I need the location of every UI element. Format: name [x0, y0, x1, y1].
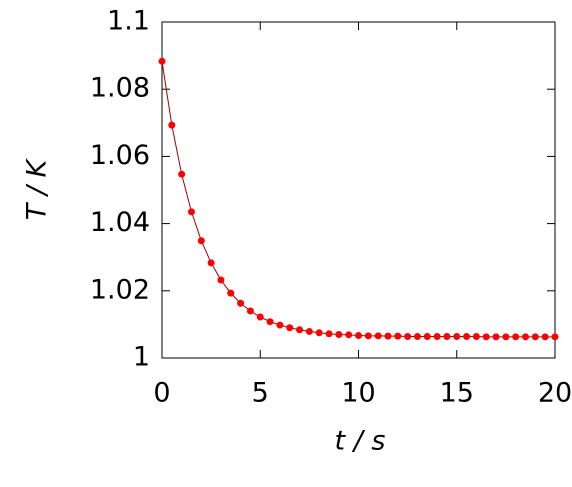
- data-point: [345, 331, 353, 339]
- data-point: [207, 259, 215, 267]
- data-point: [266, 318, 274, 326]
- data-point: [522, 333, 530, 341]
- x-axis-label: t / s: [335, 426, 386, 457]
- data-point: [256, 313, 264, 321]
- data-point: [463, 332, 471, 340]
- data-point: [237, 299, 245, 307]
- y-tick-label: 1.06: [90, 140, 150, 171]
- x-tick-label: 10: [341, 378, 375, 409]
- data-point: [364, 332, 372, 340]
- data-point: [472, 332, 480, 340]
- data-point: [335, 330, 343, 338]
- data-point: [315, 329, 323, 337]
- data-point: [423, 332, 431, 340]
- y-tick-label: 1.02: [90, 274, 150, 305]
- data-point: [502, 333, 510, 341]
- data-point: [227, 289, 235, 297]
- y-tick-label: 1.1: [107, 6, 150, 37]
- data-point: [413, 332, 421, 340]
- x-tick-label: 0: [153, 378, 170, 409]
- data-point: [305, 327, 313, 335]
- data-point: [541, 333, 549, 341]
- data-point: [168, 121, 176, 129]
- y-tick-label: 1.08: [90, 73, 150, 104]
- data-point: [453, 332, 461, 340]
- data-point: [374, 332, 382, 340]
- data-point: [482, 333, 490, 341]
- data-point: [197, 237, 205, 245]
- x-tick-label: 15: [440, 378, 474, 409]
- plot-frame: [161, 21, 556, 359]
- data-point: [246, 307, 254, 315]
- data-point: [394, 332, 402, 340]
- data-point: [187, 208, 195, 216]
- data-line: [161, 61, 555, 338]
- data-point: [355, 331, 362, 339]
- data-point: [492, 333, 500, 341]
- y-axis-label: T / K: [22, 157, 53, 220]
- data-point: [158, 57, 166, 65]
- data-point: [384, 332, 392, 340]
- data-point: [276, 321, 284, 329]
- y-tick-label: 1: [133, 342, 150, 373]
- data-point: [296, 326, 304, 334]
- y-tick-label: 1.04: [90, 207, 150, 238]
- data-point: [531, 333, 539, 341]
- x-tick-label: 5: [252, 378, 269, 409]
- data-point: [178, 170, 186, 178]
- data-point: [325, 330, 333, 338]
- data-point: [286, 324, 294, 332]
- data-point: [217, 276, 225, 284]
- data-point: [433, 332, 441, 340]
- data-point: [551, 333, 559, 341]
- data-point: [443, 332, 451, 340]
- x-tick-label: 20: [538, 378, 572, 409]
- data-point: [404, 332, 412, 340]
- data-point: [512, 333, 520, 341]
